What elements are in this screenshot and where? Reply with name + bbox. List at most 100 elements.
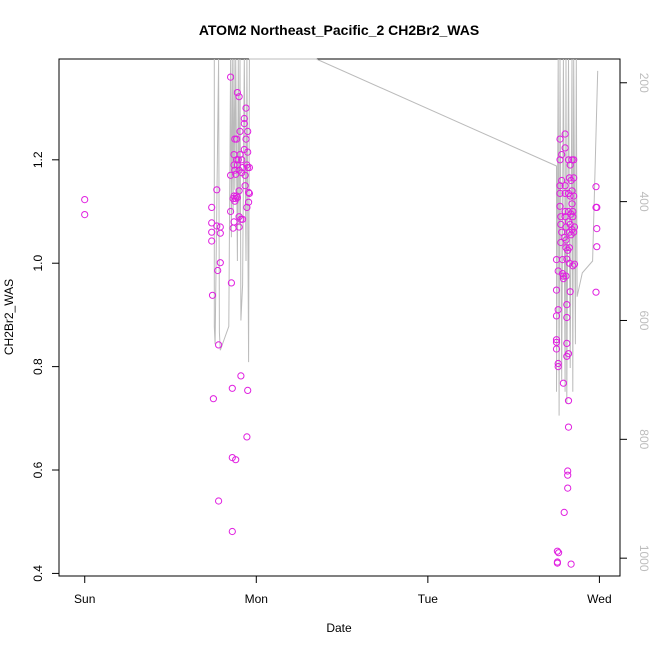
data-point — [209, 395, 217, 403]
data-point — [593, 203, 601, 211]
data-point — [569, 213, 577, 221]
data-point — [552, 345, 561, 353]
data-point — [235, 187, 243, 195]
data-point — [564, 471, 572, 479]
x-axis: Sun Mon Tue Wed — [74, 575, 612, 606]
data-point — [564, 350, 573, 358]
data-point — [234, 156, 242, 164]
data-point — [213, 186, 221, 194]
data-points-layer — [81, 73, 601, 568]
data-point — [554, 359, 562, 368]
data-point — [208, 228, 216, 236]
data-point — [564, 423, 573, 431]
y2-tick-label: 200 — [637, 73, 650, 93]
data-point — [564, 484, 572, 492]
y2-tick-label: 400 — [637, 192, 650, 212]
data-point — [558, 256, 567, 264]
data-point — [561, 182, 569, 190]
y2-tick-label: 600 — [637, 310, 650, 330]
y-axis: 0.4 0.6 0.8 1.0 1.2 — [31, 151, 60, 582]
data-point — [208, 219, 216, 227]
data-point — [228, 527, 236, 536]
data-point — [216, 223, 224, 231]
chart-title: ATOM2 Northeast_Pacific_2 CH2Br2_WAS — [199, 22, 479, 38]
data-point — [567, 560, 575, 568]
data-point — [233, 135, 241, 143]
y-tick-label: 0.8 — [31, 358, 45, 375]
data-point — [244, 148, 252, 156]
data-point — [240, 114, 248, 123]
data-point — [570, 228, 578, 236]
data-point — [245, 189, 253, 197]
plot-frame — [58, 58, 621, 577]
data-point — [562, 236, 570, 244]
data-point — [554, 306, 562, 314]
data-point — [239, 215, 247, 223]
data-point — [564, 397, 573, 405]
data-point — [558, 151, 566, 159]
data-point — [233, 89, 241, 97]
data-point — [592, 288, 600, 296]
data-point — [564, 156, 573, 164]
data-point — [81, 196, 89, 204]
data-point — [245, 164, 253, 172]
data-point — [238, 156, 246, 164]
data-point — [214, 266, 222, 275]
x-tick-label: Wed — [587, 592, 611, 606]
data-point — [216, 259, 224, 267]
x-tick-label: Sun — [74, 592, 95, 606]
data-point — [563, 301, 571, 309]
data-point — [208, 291, 217, 299]
y-tick-label: 1.0 — [31, 255, 45, 272]
data-point — [557, 213, 565, 221]
data-point — [553, 559, 562, 567]
data-point — [227, 279, 235, 287]
data-point — [566, 288, 574, 296]
data-point — [562, 272, 570, 280]
data-point — [561, 207, 569, 216]
y2-tick-label: 1000 — [637, 545, 650, 572]
data-point — [244, 386, 252, 394]
data-point — [568, 187, 576, 195]
data-point — [242, 135, 250, 143]
data-point — [554, 363, 562, 371]
data-point — [244, 127, 252, 135]
data-point — [552, 336, 561, 344]
altitude-line — [213, 58, 599, 416]
data-point — [563, 339, 571, 347]
data-point — [215, 497, 223, 505]
data-point — [241, 182, 249, 190]
y-tick-label: 0.4 — [31, 565, 45, 582]
data-point — [559, 379, 568, 387]
data-point — [241, 171, 249, 179]
data-point — [208, 237, 216, 245]
data-point — [569, 207, 577, 216]
y-tick-label: 1.2 — [31, 151, 45, 168]
data-point — [556, 135, 564, 143]
data-point — [232, 456, 240, 464]
data-point — [227, 207, 235, 216]
data-point — [233, 194, 241, 202]
data-point — [552, 338, 561, 346]
data-point — [228, 384, 236, 392]
y2-axis: 200 400 600 800 1000 — [619, 73, 650, 572]
data-point — [227, 73, 235, 81]
data-point — [208, 203, 216, 211]
data-point — [216, 229, 224, 237]
data-point — [553, 547, 562, 555]
data-point — [242, 104, 250, 112]
data-point — [565, 244, 574, 252]
data-point — [561, 130, 569, 138]
data-point — [561, 144, 569, 152]
data-point — [561, 213, 569, 221]
data-point — [245, 188, 253, 196]
data-point — [560, 508, 568, 517]
data-point — [235, 223, 243, 231]
altitude-line-layer — [213, 58, 599, 416]
data-point — [81, 211, 89, 219]
data-point — [558, 176, 566, 185]
data-point — [556, 182, 564, 190]
x-axis-label: Date — [326, 621, 352, 635]
data-point — [552, 286, 561, 294]
